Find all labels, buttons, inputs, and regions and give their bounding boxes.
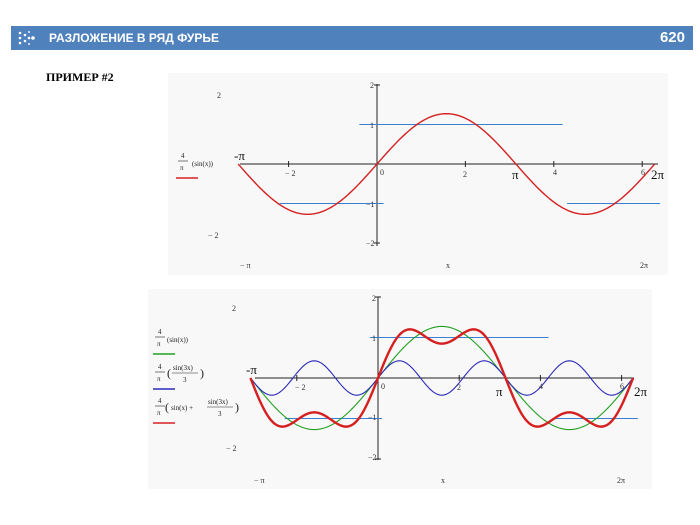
legend-coef-num: 4 (158, 363, 162, 371)
legend-expr-den: 3 (183, 376, 187, 384)
legend-expr-den: 3 (218, 410, 222, 418)
x-tick-label: − 2 (295, 383, 306, 392)
y-tick-label: 2 (372, 294, 376, 303)
x-tick-label: 0 (381, 382, 385, 391)
example-heading: ПРИМЕР #2 (46, 70, 114, 84)
x-tick-label: − 2 (285, 169, 296, 178)
legend-expr-prefix: sin(x) + (171, 404, 193, 412)
svg-text:): ) (200, 366, 204, 380)
annotation-two-pi: 2π (651, 167, 665, 182)
x-axis-label: x (446, 261, 450, 270)
legend-coef-num: 4 (181, 152, 185, 160)
header-bar: РАЗЛОЖЕНИЕ В РЯД ФУРЬЕ 620 (11, 26, 693, 50)
x-tick-label: 0 (380, 168, 384, 177)
x-tick-label: 4 (539, 382, 543, 391)
legend-expr-num: sin(3x) (208, 398, 229, 406)
legend-expr-num: sin(3x) (173, 364, 194, 372)
dots-chevron-icon (18, 30, 35, 46)
y-range-max: 2 (232, 304, 236, 313)
x-range-min: − π (254, 476, 265, 485)
x-tick-label: 6 (641, 168, 645, 177)
series-line (249, 328, 635, 428)
legend-coef-den: π (180, 164, 184, 172)
x-axis-label: x (441, 476, 445, 485)
series-line (250, 325, 634, 431)
chart-bottom-background (148, 289, 652, 489)
legend-entry: 4 π ( sin(x) + sin(3x) 3 ) (153, 397, 239, 424)
x-range-max: 2π (640, 261, 648, 270)
y-tick-label: −1 (366, 200, 375, 209)
y-range-min: − 2 (208, 231, 219, 240)
legend-coef-num: 4 (158, 328, 162, 336)
y-tick-label: 1 (370, 121, 374, 130)
page-number: 620 (659, 29, 685, 46)
annotation-neg-pi: -π (234, 148, 245, 163)
y-range-max: 2 (217, 91, 221, 100)
x-tick-label: 2 (457, 383, 461, 392)
legend-entry: 4 π (sin(x)) (153, 328, 189, 355)
x-tick-label: 6 (620, 382, 624, 391)
y-tick-label: −2 (366, 239, 375, 248)
svg-text:(: ( (167, 366, 171, 380)
y-tick-label: −1 (368, 413, 377, 422)
legend-coef-num: 4 (158, 397, 162, 405)
legend-expr: (sin(x)) (167, 336, 189, 344)
legend-expr: (sin(x)) (192, 160, 214, 168)
x-tick-label: 4 (553, 168, 557, 177)
x-tick-label: 2 (463, 170, 467, 179)
legend-entry: 4 π (sin(x)) (176, 152, 214, 179)
y-tick-label: 2 (370, 81, 374, 90)
series-line (237, 113, 656, 215)
annotation-pi: π (496, 384, 503, 399)
series-line (250, 360, 634, 396)
y-range-min: − 2 (226, 444, 237, 453)
x-range-max: 2π (617, 476, 625, 485)
chart-top-background (168, 73, 668, 275)
y-tick-label: −2 (368, 453, 377, 462)
annotation-pi: π (512, 167, 519, 182)
svg-text:): ) (235, 400, 239, 414)
legend-coef-den: π (157, 340, 161, 348)
legend-entry: 4 π ( sin(3x) 3 ) (153, 363, 204, 390)
annotation-neg-pi: -π (246, 362, 257, 377)
x-range-min: − π (240, 261, 251, 270)
svg-text:(: ( (165, 400, 169, 414)
annotation-two-pi: 2π (634, 384, 648, 399)
legend-coef-den: π (157, 375, 161, 383)
legend-coef-den: π (157, 409, 161, 417)
header-title: РАЗЛОЖЕНИЕ В РЯД ФУРЬЕ (49, 31, 220, 45)
y-tick-label: 1 (372, 334, 376, 343)
